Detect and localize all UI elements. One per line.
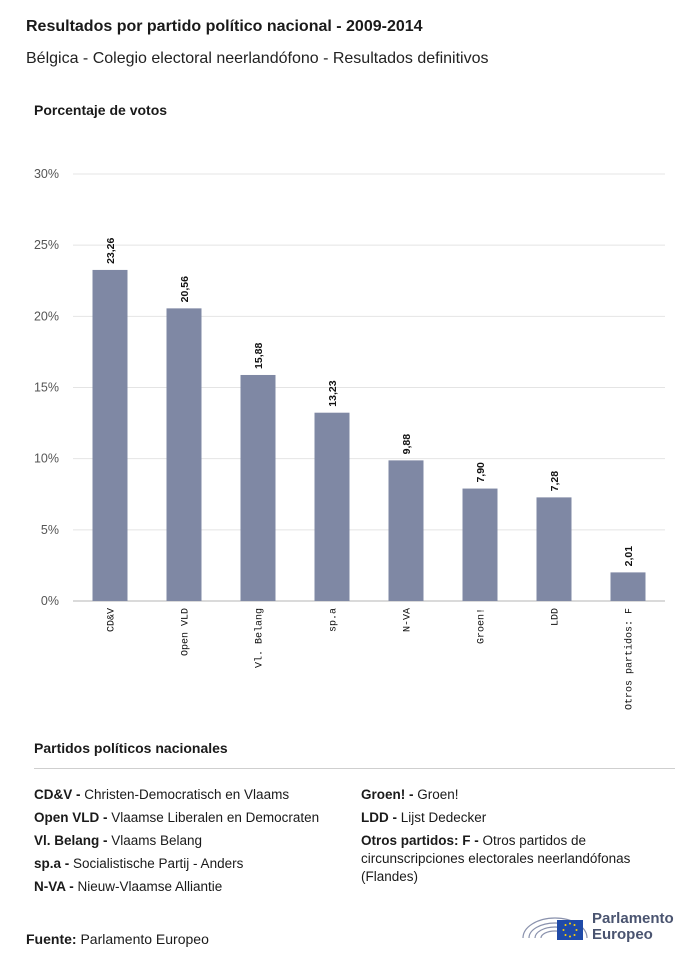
bar (462, 488, 498, 601)
legend-full-name: Vlaams Belang (107, 833, 203, 848)
y-tick-label: 20% (34, 309, 59, 323)
x-tick-label: Otros partidos: F (624, 608, 636, 710)
x-tick-label: Vl. Belang (254, 608, 266, 668)
legend-item: sp.a - Socialistische Partij - Anders (34, 855, 344, 873)
data-label: 9,88 (401, 434, 413, 455)
bar (388, 460, 424, 601)
x-tick-label: sp.a (329, 608, 340, 632)
legend-abbr: Vl. Belang - (34, 833, 108, 848)
legend-abbr: sp.a - (34, 856, 70, 871)
x-tick-label: Open VLD (181, 608, 192, 656)
legend-column-left: CD&V - Christen-Democratisch en Vlaams Op… (34, 786, 344, 901)
legend-full-name: Christen-Democratisch en Vlaams (80, 787, 290, 802)
data-label: 20,56 (179, 276, 191, 302)
y-tick-label: 25% (34, 238, 59, 252)
bar-chart: 0% 5% 10% 15% 20% 25% 30% 23,26 CD&V 20,56 Open VL… (34, 167, 665, 710)
data-label: 7,28 (549, 471, 561, 492)
x-tick-label: Groen! (477, 608, 488, 644)
legend-full-name: Groen! (413, 787, 459, 802)
legend-item: CD&V - Christen-Democratisch en Vlaams (34, 786, 344, 804)
y-tick-label: 5% (41, 523, 59, 537)
legend-full-name: Lijst Dedecker (397, 810, 487, 825)
data-label: 23,26 (105, 237, 117, 263)
legend-item: LDD - Lijst Dedecker (361, 809, 661, 827)
legend-abbr: Groen! - (361, 787, 414, 802)
source-note: Fuente: Parlamento Europeo (26, 931, 209, 947)
source-label: Fuente: (26, 931, 77, 947)
bar (166, 308, 202, 601)
data-label: 15,88 (253, 343, 265, 369)
chart-subtitle: Bélgica - Colegio electoral neerlandófon… (26, 50, 489, 67)
legend-abbr: CD&V - (34, 787, 81, 802)
bar (240, 374, 276, 601)
legend-divider (34, 768, 675, 769)
x-tick-label: N-VA (403, 608, 414, 632)
logo-line-1: Parlamento (592, 910, 674, 927)
legend-item: Otros partidos: F - Otros partidos de ci… (361, 832, 661, 886)
legend-column-right: Groen! - Groen! LDD - Lijst Dedecker Otros… (361, 786, 661, 891)
x-tick-label: CD&V (107, 608, 118, 632)
bar (610, 572, 646, 601)
legend-item: Vl. Belang - Vlaams Belang (34, 832, 344, 850)
legend-item: N-VA - Nieuw-Vlaamse Alliantie (34, 878, 344, 896)
logo-line-2: Europeo (592, 926, 653, 943)
source-value: Parlamento Europeo (80, 931, 209, 947)
legend-title: Partidos políticos nacionales (34, 740, 228, 756)
legend-full-name: Socialistische Partij - Anders (69, 856, 244, 871)
bar (536, 497, 572, 601)
data-label: 13,23 (327, 380, 339, 406)
y-tick-label: 30% (34, 167, 59, 181)
y-tick-label: 15% (34, 381, 59, 395)
legend-abbr: Open VLD - (34, 810, 108, 825)
legend-abbr: LDD - (361, 810, 397, 825)
y-axis-label: Porcentaje de votos (34, 102, 168, 118)
bar (314, 412, 350, 601)
data-label: 7,90 (475, 462, 487, 483)
x-tick-label: LDD (551, 608, 562, 626)
legend-item: Open VLD - Vlaamse Liberalen en Democrat… (34, 809, 344, 827)
y-tick-label: 0% (41, 594, 59, 608)
bar (92, 269, 128, 601)
legend-abbr: Otros partidos: F - (361, 833, 479, 848)
european-parliament-logo-icon (522, 917, 588, 940)
legend-abbr: N-VA - (34, 879, 74, 894)
legend-item: Groen! - Groen! (361, 786, 661, 804)
data-label: 2,01 (623, 546, 635, 567)
legend-full-name: Otros partidos de circunscripciones elec… (361, 833, 631, 884)
y-tick-label: 10% (34, 452, 59, 466)
legend-full-name: Nieuw-Vlaamse Alliantie (73, 879, 223, 894)
legend-full-name: Vlaamse Liberalen en Democraten (107, 810, 320, 825)
chart-title: Resultados por partido político nacional… (26, 18, 423, 35)
logo-text: Parlamento Europeo (592, 911, 674, 943)
